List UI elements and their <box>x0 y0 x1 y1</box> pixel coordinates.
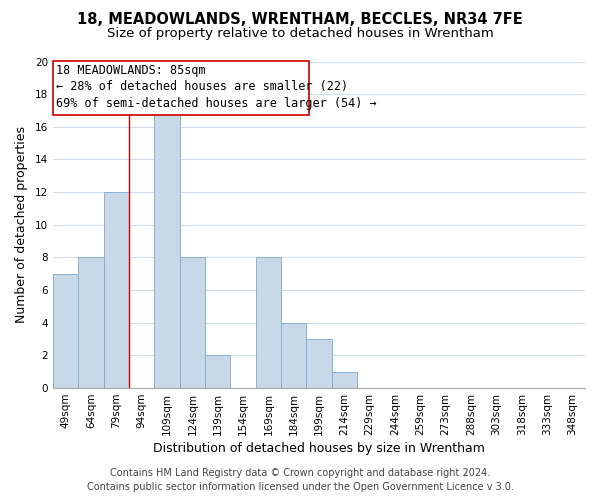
Y-axis label: Number of detached properties: Number of detached properties <box>15 126 28 324</box>
Bar <box>180 258 205 388</box>
Text: Size of property relative to detached houses in Wrentham: Size of property relative to detached ho… <box>107 28 493 40</box>
Text: 18 MEADOWLANDS: 85sqm: 18 MEADOWLANDS: 85sqm <box>56 64 205 77</box>
Text: ← 28% of detached houses are smaller (22): ← 28% of detached houses are smaller (22… <box>56 80 348 94</box>
Bar <box>256 258 281 388</box>
Bar <box>79 258 104 388</box>
Bar <box>53 274 79 388</box>
Bar <box>307 339 332 388</box>
Bar <box>104 192 129 388</box>
Bar <box>53 62 309 116</box>
Text: 69% of semi-detached houses are larger (54) →: 69% of semi-detached houses are larger (… <box>56 96 376 110</box>
Bar <box>332 372 357 388</box>
X-axis label: Distribution of detached houses by size in Wrentham: Distribution of detached houses by size … <box>153 442 485 455</box>
Bar <box>154 110 180 388</box>
Text: Contains HM Land Registry data © Crown copyright and database right 2024.
Contai: Contains HM Land Registry data © Crown c… <box>86 468 514 492</box>
Text: 18, MEADOWLANDS, WRENTHAM, BECCLES, NR34 7FE: 18, MEADOWLANDS, WRENTHAM, BECCLES, NR34… <box>77 12 523 28</box>
Bar <box>281 323 307 388</box>
Bar <box>205 356 230 388</box>
